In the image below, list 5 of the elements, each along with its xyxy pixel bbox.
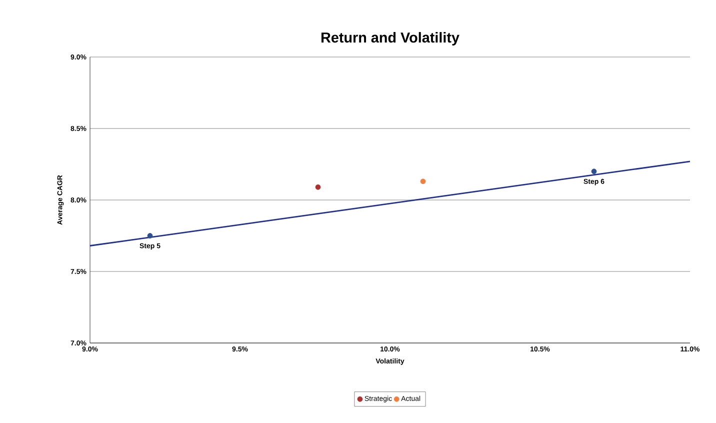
point	[315, 184, 321, 190]
chart-title: Return and Volatility	[321, 32, 460, 46]
point	[420, 178, 426, 184]
point	[591, 168, 597, 174]
point	[147, 233, 153, 238]
